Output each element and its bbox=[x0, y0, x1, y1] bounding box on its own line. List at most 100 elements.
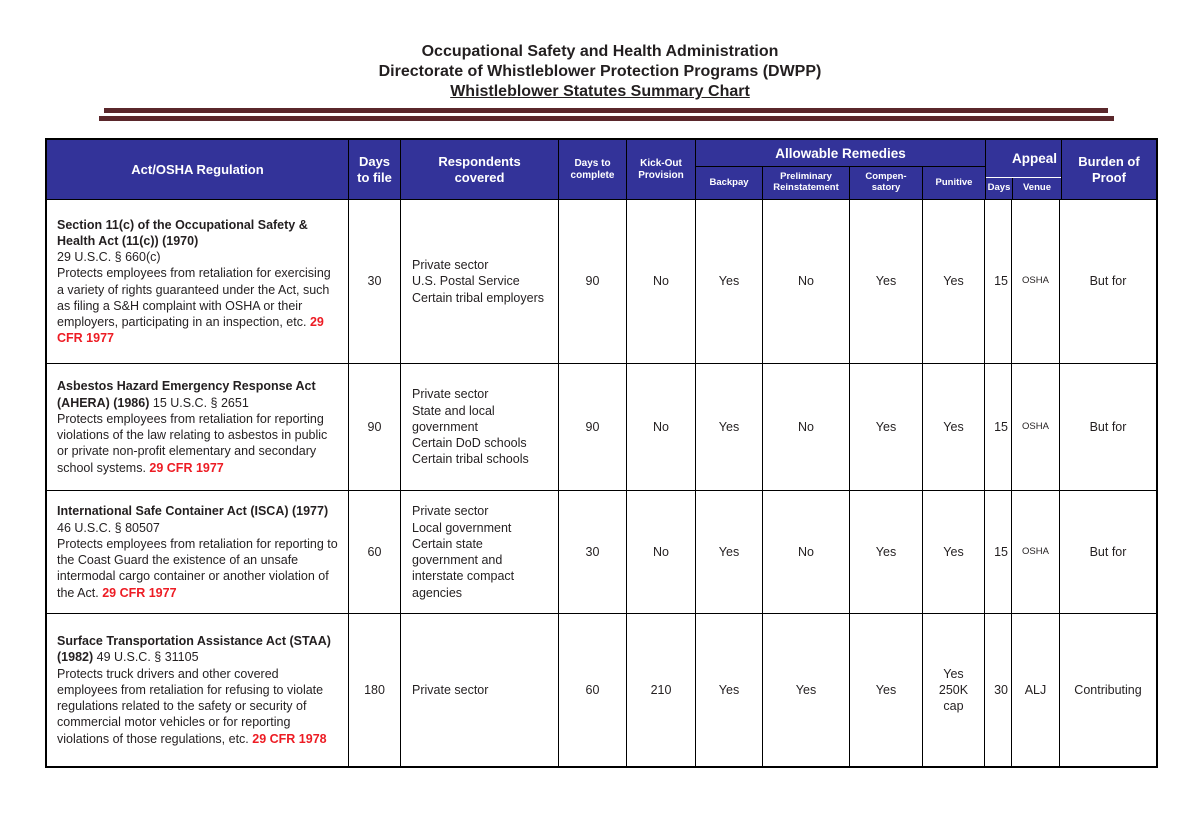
act-name: International Safe Container Act (ISCA) … bbox=[57, 504, 329, 519]
cell-days-to-file: 60 bbox=[349, 491, 401, 613]
act-name: Surface Transportation Assistance Act (S… bbox=[57, 634, 331, 665]
table-header-row: Act/OSHA Regulation Days to file Respond… bbox=[47, 140, 1156, 199]
act-citation: 29 U.S.C. § 660(c) bbox=[57, 250, 161, 264]
cell-days-to-complete: 90 bbox=[559, 200, 627, 363]
title-line-chart-name: Whistleblower Statutes Summary Chart bbox=[450, 83, 750, 100]
act-heading: International Safe Container Act (ISCA) … bbox=[57, 503, 340, 536]
table-row-ahera: Asbestos Hazard Emergency Response Act (… bbox=[47, 363, 1156, 490]
header-remedies-subrow: Backpay Preliminary Reinstatement Compen… bbox=[696, 167, 985, 199]
cell-respondents-covered: Private sector Local government Certain … bbox=[401, 491, 559, 613]
act-description: Protects truck drivers and other covered… bbox=[57, 666, 340, 747]
act-cfr-reference: 29 CFR 1977 bbox=[57, 315, 324, 346]
act-description-text: Protects employees from retaliation for … bbox=[57, 411, 328, 475]
act-citation: 49 U.S.C. § 31105 bbox=[96, 650, 199, 665]
header-group-appeal: Appeal Days Venue bbox=[986, 140, 1062, 199]
cell-appeal-days: 15 bbox=[985, 491, 1012, 613]
header-appeal-venue: Venue bbox=[1023, 182, 1051, 194]
cell-compensatory: Yes bbox=[850, 200, 923, 363]
cell-burden-of-proof: Contributing bbox=[1074, 682, 1142, 697]
cell-backpay: Yes bbox=[696, 200, 763, 363]
act-description-text: Protects employees from retaliation for … bbox=[57, 536, 338, 600]
cell-backpay: Yes bbox=[696, 614, 763, 766]
cell-act-regulation: Surface Transportation Assistance Act (S… bbox=[47, 614, 349, 766]
act-description: Protects employees from retaliation for … bbox=[57, 411, 340, 476]
title-line-agency: Occupational Safety and Health Administr… bbox=[421, 43, 779, 60]
cell-appeal-days: 15 bbox=[985, 364, 1012, 490]
cell-days-to-complete: 60 bbox=[559, 614, 627, 766]
cell-kick-out-provision: No bbox=[627, 491, 696, 613]
act-heading: Asbestos Hazard Emergency Response Act (… bbox=[57, 378, 340, 411]
header-appeal-subrow: Days Venue bbox=[986, 178, 1061, 199]
title-divider bbox=[0, 108, 1200, 121]
cell-days-to-complete: 30 bbox=[559, 491, 627, 613]
cell-respondents-covered: Private sector bbox=[401, 614, 559, 766]
divider-rule-bottom bbox=[99, 116, 1114, 121]
header-compensatory: Compen- satory bbox=[850, 167, 923, 199]
cell-appeal-days: 15 bbox=[985, 200, 1012, 363]
cell-respondents-covered: Private sector U.S. Postal Service Certa… bbox=[401, 200, 559, 363]
cell-preliminary-reinstatement: Yes bbox=[763, 614, 850, 766]
cell-kick-out-provision: No bbox=[627, 364, 696, 490]
cell-burden-of-proof: But for bbox=[1089, 544, 1127, 559]
document-title: Occupational Safety and Health Administr… bbox=[0, 0, 1200, 102]
act-name: Asbestos Hazard Emergency Response Act (… bbox=[57, 379, 316, 410]
header-days-to-complete: Days to complete bbox=[559, 140, 627, 199]
cell-days-to-file: 90 bbox=[349, 364, 401, 490]
act-description: Protects employees from retaliation for … bbox=[57, 536, 340, 601]
header-appeal: Appeal bbox=[986, 140, 1061, 178]
header-act-osha-regulation: Act/OSHA Regulation bbox=[47, 140, 349, 199]
header-allowable-remedies: Allowable Remedies bbox=[696, 140, 985, 167]
header-backpay: Backpay bbox=[696, 167, 763, 199]
cell-appeal-venue: OSHA bbox=[1012, 491, 1060, 613]
cell-punitive: Yes bbox=[923, 364, 985, 490]
header-preliminary-reinstatement: Preliminary Reinstatement bbox=[763, 167, 850, 199]
act-citation: 46 U.S.C. § 80507 bbox=[57, 520, 160, 535]
cell-act-regulation: International Safe Container Act (ISCA) … bbox=[47, 491, 349, 613]
cell-days-to-file: 30 bbox=[349, 200, 401, 363]
cell-compensatory: Yes bbox=[850, 491, 923, 613]
cell-preliminary-reinstatement: No bbox=[763, 491, 850, 613]
act-heading: Section 11(c) of the Occupational Safety… bbox=[57, 217, 340, 266]
cell-punitive: Yes bbox=[923, 491, 985, 613]
title-line-directorate: Directorate of Whistleblower Protection … bbox=[378, 63, 822, 80]
act-citation: 15 U.S.C. § 2651 bbox=[152, 395, 249, 410]
cell-appeal-venue: OSHA bbox=[1012, 364, 1060, 490]
act-description-text: Protects employees from retaliation for … bbox=[57, 266, 331, 329]
header-group-allowable-remedies: Allowable Remedies Backpay Preliminary R… bbox=[696, 140, 986, 199]
act-cfr-reference: 29 CFR 1977 bbox=[149, 460, 224, 475]
cell-act-regulation: Section 11(c) of the Occupational Safety… bbox=[47, 200, 349, 363]
cell-burden-of-proof: But for bbox=[1089, 274, 1127, 289]
cell-backpay: Yes bbox=[696, 491, 763, 613]
cell-preliminary-reinstatement: No bbox=[763, 364, 850, 490]
act-description-text: Protects truck drivers and other covered… bbox=[57, 666, 324, 746]
cell-kick-out-provision: No bbox=[627, 200, 696, 363]
table-row-isca: International Safe Container Act (ISCA) … bbox=[47, 490, 1156, 613]
cell-appeal-days: 30 bbox=[985, 614, 1012, 766]
cell-preliminary-reinstatement: No bbox=[763, 200, 850, 363]
cell-backpay: Yes bbox=[696, 364, 763, 490]
cell-compensatory: Yes bbox=[850, 614, 923, 766]
table-row-section-11c: Section 11(c) of the Occupational Safety… bbox=[47, 199, 1156, 363]
act-description: Protects employees from retaliation for … bbox=[57, 265, 340, 346]
table-row-staa: Surface Transportation Assistance Act (S… bbox=[47, 613, 1156, 766]
header-appeal-days: Days bbox=[986, 178, 1013, 199]
cell-days-to-complete: 90 bbox=[559, 364, 627, 490]
header-punitive: Punitive bbox=[935, 176, 973, 188]
cell-appeal-venue: OSHA bbox=[1012, 200, 1060, 363]
act-heading: Surface Transportation Assistance Act (S… bbox=[57, 633, 340, 666]
header-kick-out-provision: Kick-Out Provision bbox=[627, 140, 696, 199]
cell-respondents-covered: Private sector State and local governmen… bbox=[401, 364, 559, 490]
cell-compensatory: Yes bbox=[850, 364, 923, 490]
cell-punitive: Yes bbox=[923, 200, 985, 363]
act-name: Section 11(c) of the Occupational Safety… bbox=[57, 217, 308, 248]
header-burden-of-proof: Burden of Proof bbox=[1078, 153, 1140, 185]
cell-act-regulation: Asbestos Hazard Emergency Response Act (… bbox=[47, 364, 349, 490]
act-cfr-reference: 29 CFR 1978 bbox=[252, 731, 327, 746]
header-days-to-file: Days to file bbox=[349, 140, 401, 199]
cell-burden-of-proof: But for bbox=[1089, 419, 1127, 434]
divider-rule-top bbox=[104, 108, 1108, 113]
act-cfr-reference: 29 CFR 1977 bbox=[102, 585, 177, 600]
whistleblower-statutes-table: Act/OSHA Regulation Days to file Respond… bbox=[45, 138, 1158, 768]
cell-days-to-file: 180 bbox=[349, 614, 401, 766]
